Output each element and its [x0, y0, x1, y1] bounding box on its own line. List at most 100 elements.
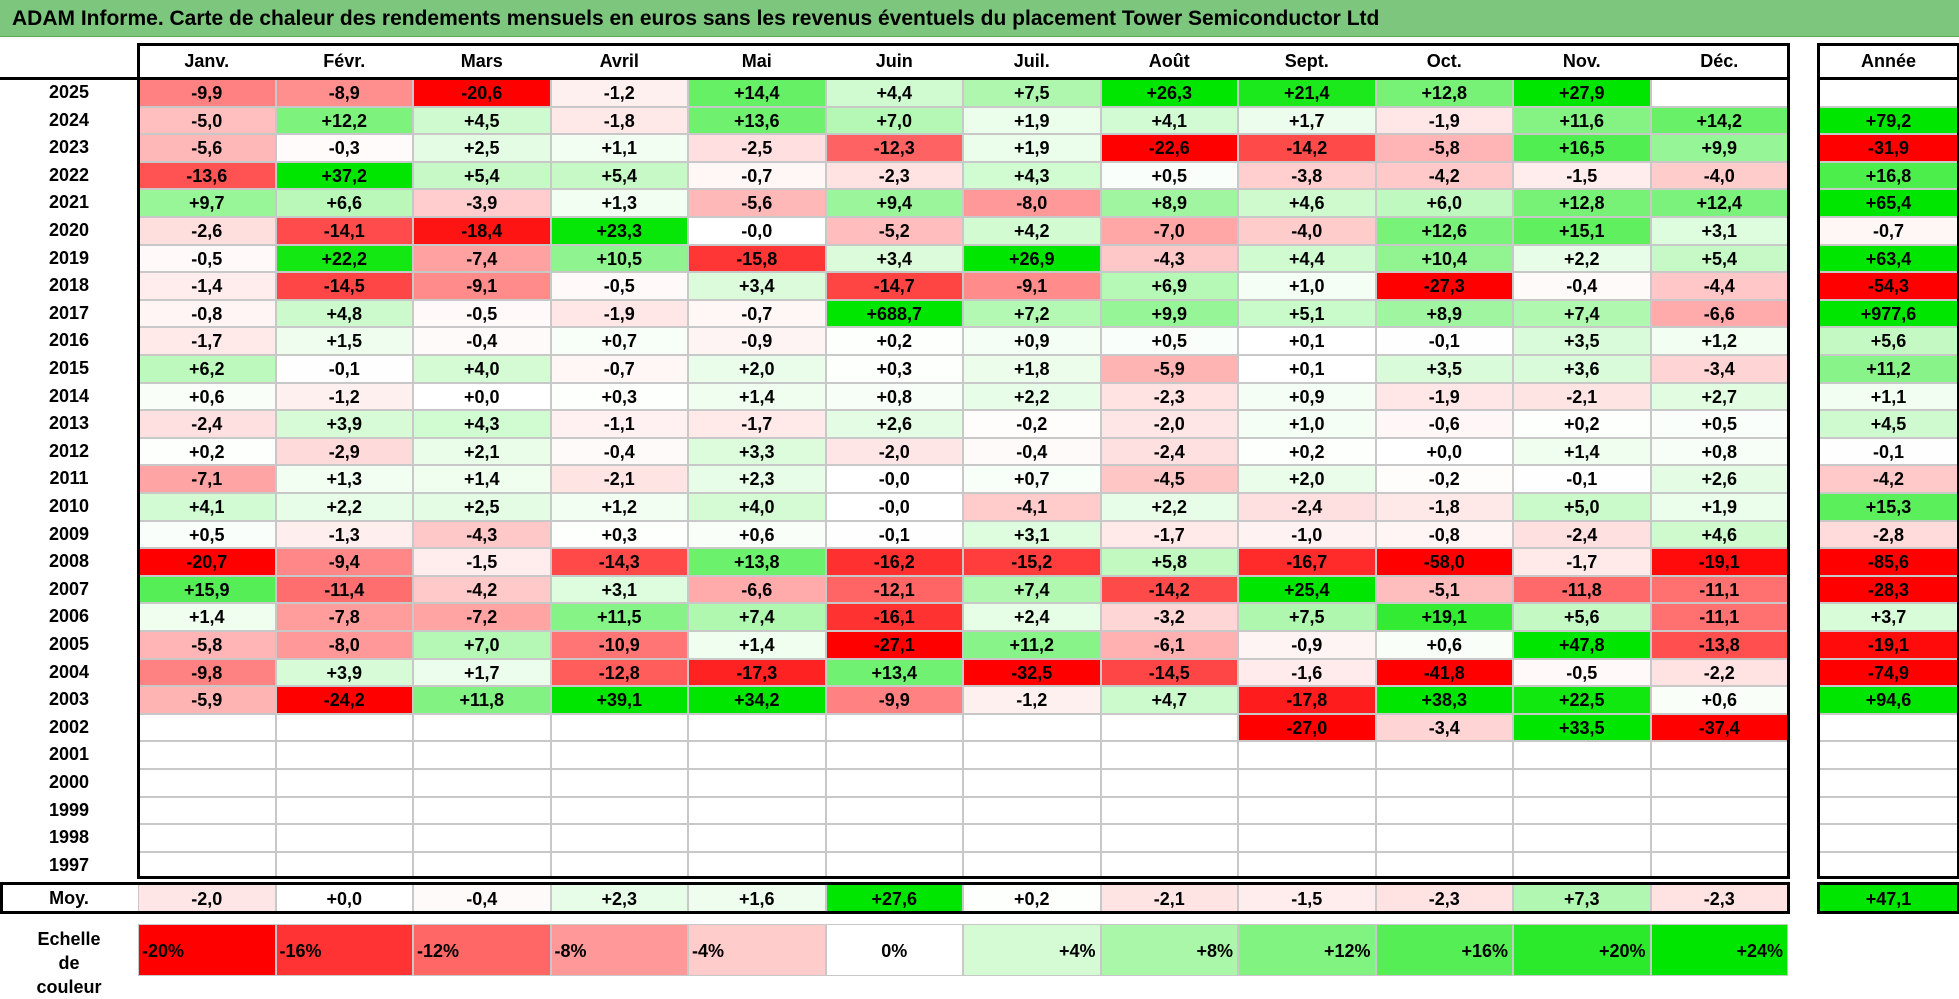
heatmap-cell: +4,7 [1100, 686, 1238, 714]
heatmap-cell: -0,4 [413, 327, 551, 355]
heatmap-cell: +7,2 [963, 299, 1101, 328]
heatmap-cell [825, 796, 963, 825]
header-separator [0, 77, 1790, 80]
heatmap-cell [138, 741, 276, 769]
heatmap-cell [1513, 796, 1651, 825]
heatmap-cell: -7,4 [413, 244, 551, 273]
heatmap-cell [688, 851, 826, 880]
heatmap-cell: +6,9 [1100, 272, 1238, 300]
heatmap-cell: +4,4 [1238, 244, 1376, 273]
heatmap-cell: -24,2 [275, 686, 413, 714]
heatmap-cell: -0,0 [825, 465, 963, 493]
heatmap-cell [550, 741, 688, 769]
heatmap-cell: +1,0 [1238, 410, 1376, 438]
heatmap-cell: -9,4 [275, 548, 413, 576]
heatmap-cell: -0,5 [1513, 658, 1651, 687]
heatmap-cell: -15,2 [963, 548, 1101, 576]
heatmap-cell: +3,9 [275, 410, 413, 438]
heatmap-cell: +0,0 [413, 382, 551, 411]
heatmap-cell [1650, 79, 1788, 107]
heatmap-cell: +0,1 [1238, 327, 1376, 355]
annual-cell: -0,7 [1818, 217, 1959, 245]
year-label: 2008 [48, 551, 90, 572]
heatmap-cell: +11,5 [550, 603, 688, 631]
heatmap-cell: -22,6 [1100, 134, 1238, 162]
annual-cell [1818, 851, 1959, 880]
heatmap-cell [688, 769, 826, 797]
heatmap-cell: -9,8 [138, 658, 276, 687]
heatmap-cell: +8,9 [1100, 189, 1238, 217]
heatmap-cell: -0,1 [825, 520, 963, 549]
heatmap-cell [413, 713, 551, 742]
heatmap-cell: +2,0 [688, 355, 826, 383]
heatmap-cell: -2,0 [825, 437, 963, 466]
heatmap-cell: -41,8 [1375, 658, 1513, 687]
annual-cell: +94,6 [1818, 686, 1959, 714]
heatmap-cell [550, 824, 688, 852]
heatmap-cell: +1,2 [1650, 327, 1788, 355]
heatmap-cell: -2,4 [1238, 493, 1376, 521]
heatmap-cell: -14,2 [1238, 134, 1376, 162]
heatmap-cell: -58,0 [1375, 548, 1513, 576]
heatmap-cell: +3,5 [1513, 327, 1651, 355]
average-cell: -2,3 [1650, 884, 1788, 912]
heatmap-cell: -9,9 [138, 79, 276, 107]
heatmap-cell: -0,0 [825, 493, 963, 521]
color-scale-stop: -4% [688, 924, 826, 976]
heatmap-cell: +0,8 [1650, 437, 1788, 466]
heatmap-cell: -14,5 [1100, 658, 1238, 687]
annual-cell: +1,1 [1818, 382, 1959, 411]
heatmap-cell: -4,4 [1650, 272, 1788, 300]
color-scale-label: Echelle de couleur [36, 929, 102, 997]
heatmap-cell: +0,9 [1238, 382, 1376, 411]
heatmap-cell: -12,8 [550, 658, 688, 687]
heatmap-cell: -1,9 [1375, 106, 1513, 135]
heatmap-cell: -11,1 [1650, 603, 1788, 631]
color-scale-stop: +8% [1100, 924, 1238, 976]
heatmap-cell: +22,2 [275, 244, 413, 273]
heatmap-cell [275, 741, 413, 769]
heatmap-cell: -2,1 [1513, 382, 1651, 411]
average-annual-cell: +47,1 [1818, 884, 1959, 912]
year-label: 2005 [48, 634, 90, 654]
heatmap-cell [825, 769, 963, 797]
heatmap-cell: +15,1 [1513, 217, 1651, 245]
heatmap-cell: +10,5 [550, 244, 688, 273]
heatmap-cell: +4,0 [413, 355, 551, 383]
heatmap-cell: +1,8 [963, 355, 1101, 383]
heatmap-cell: +1,4 [688, 631, 826, 659]
annual-cell: -31,9 [1818, 134, 1959, 162]
heatmap-cell: +6,2 [138, 355, 276, 383]
heatmap-cell: +26,9 [963, 244, 1101, 273]
heatmap-cell: +11,6 [1513, 106, 1651, 135]
column-header: Sept. [1284, 51, 1329, 71]
year-label: 2024 [48, 109, 90, 130]
heatmap-cell [138, 796, 276, 825]
heatmap-cell: +5,4 [550, 161, 688, 190]
heatmap-cell: +39,1 [550, 686, 688, 714]
color-scale-stop: -8% [550, 924, 688, 976]
heatmap-cell: +7,4 [1513, 299, 1651, 328]
year-label: 2018 [48, 275, 90, 296]
heatmap-cell: -11,4 [275, 575, 413, 604]
heatmap-cell: +1,1 [550, 134, 688, 162]
heatmap-cell: -5,9 [1100, 355, 1238, 383]
heatmap-cell: -0,0 [688, 217, 826, 245]
heatmap-cell: +7,0 [413, 631, 551, 659]
year-label: 2010 [48, 496, 90, 516]
heatmap-cell: -14,3 [550, 548, 688, 576]
heatmap-cell: +22,5 [1513, 686, 1651, 714]
year-label: 1998 [48, 827, 90, 848]
heatmap-cell: -17,8 [1238, 686, 1376, 714]
heatmap-cell: +3,6 [1513, 355, 1651, 383]
heatmap-cell: +5,8 [1100, 548, 1238, 576]
heatmap-cell: +4,0 [688, 493, 826, 521]
heatmap-cell [550, 851, 688, 880]
heatmap-cell: -11,1 [1650, 575, 1788, 604]
heatmap-cell: -5,2 [825, 217, 963, 245]
heatmap-cell [1238, 741, 1376, 769]
heatmap-cell: -6,1 [1100, 631, 1238, 659]
heatmap-cell: -4,3 [1100, 244, 1238, 273]
heatmap-cell: +3,4 [825, 244, 963, 273]
heatmap-cell: -2,4 [1513, 520, 1651, 549]
